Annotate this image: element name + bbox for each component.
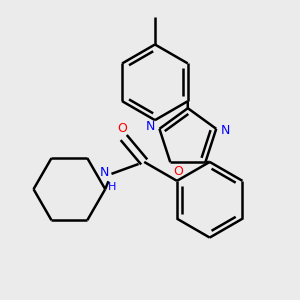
Text: O: O — [173, 165, 183, 178]
Text: N: N — [146, 120, 155, 133]
Text: O: O — [117, 122, 127, 135]
Text: H: H — [108, 182, 117, 192]
Text: N: N — [221, 124, 231, 137]
Text: N: N — [100, 167, 110, 179]
